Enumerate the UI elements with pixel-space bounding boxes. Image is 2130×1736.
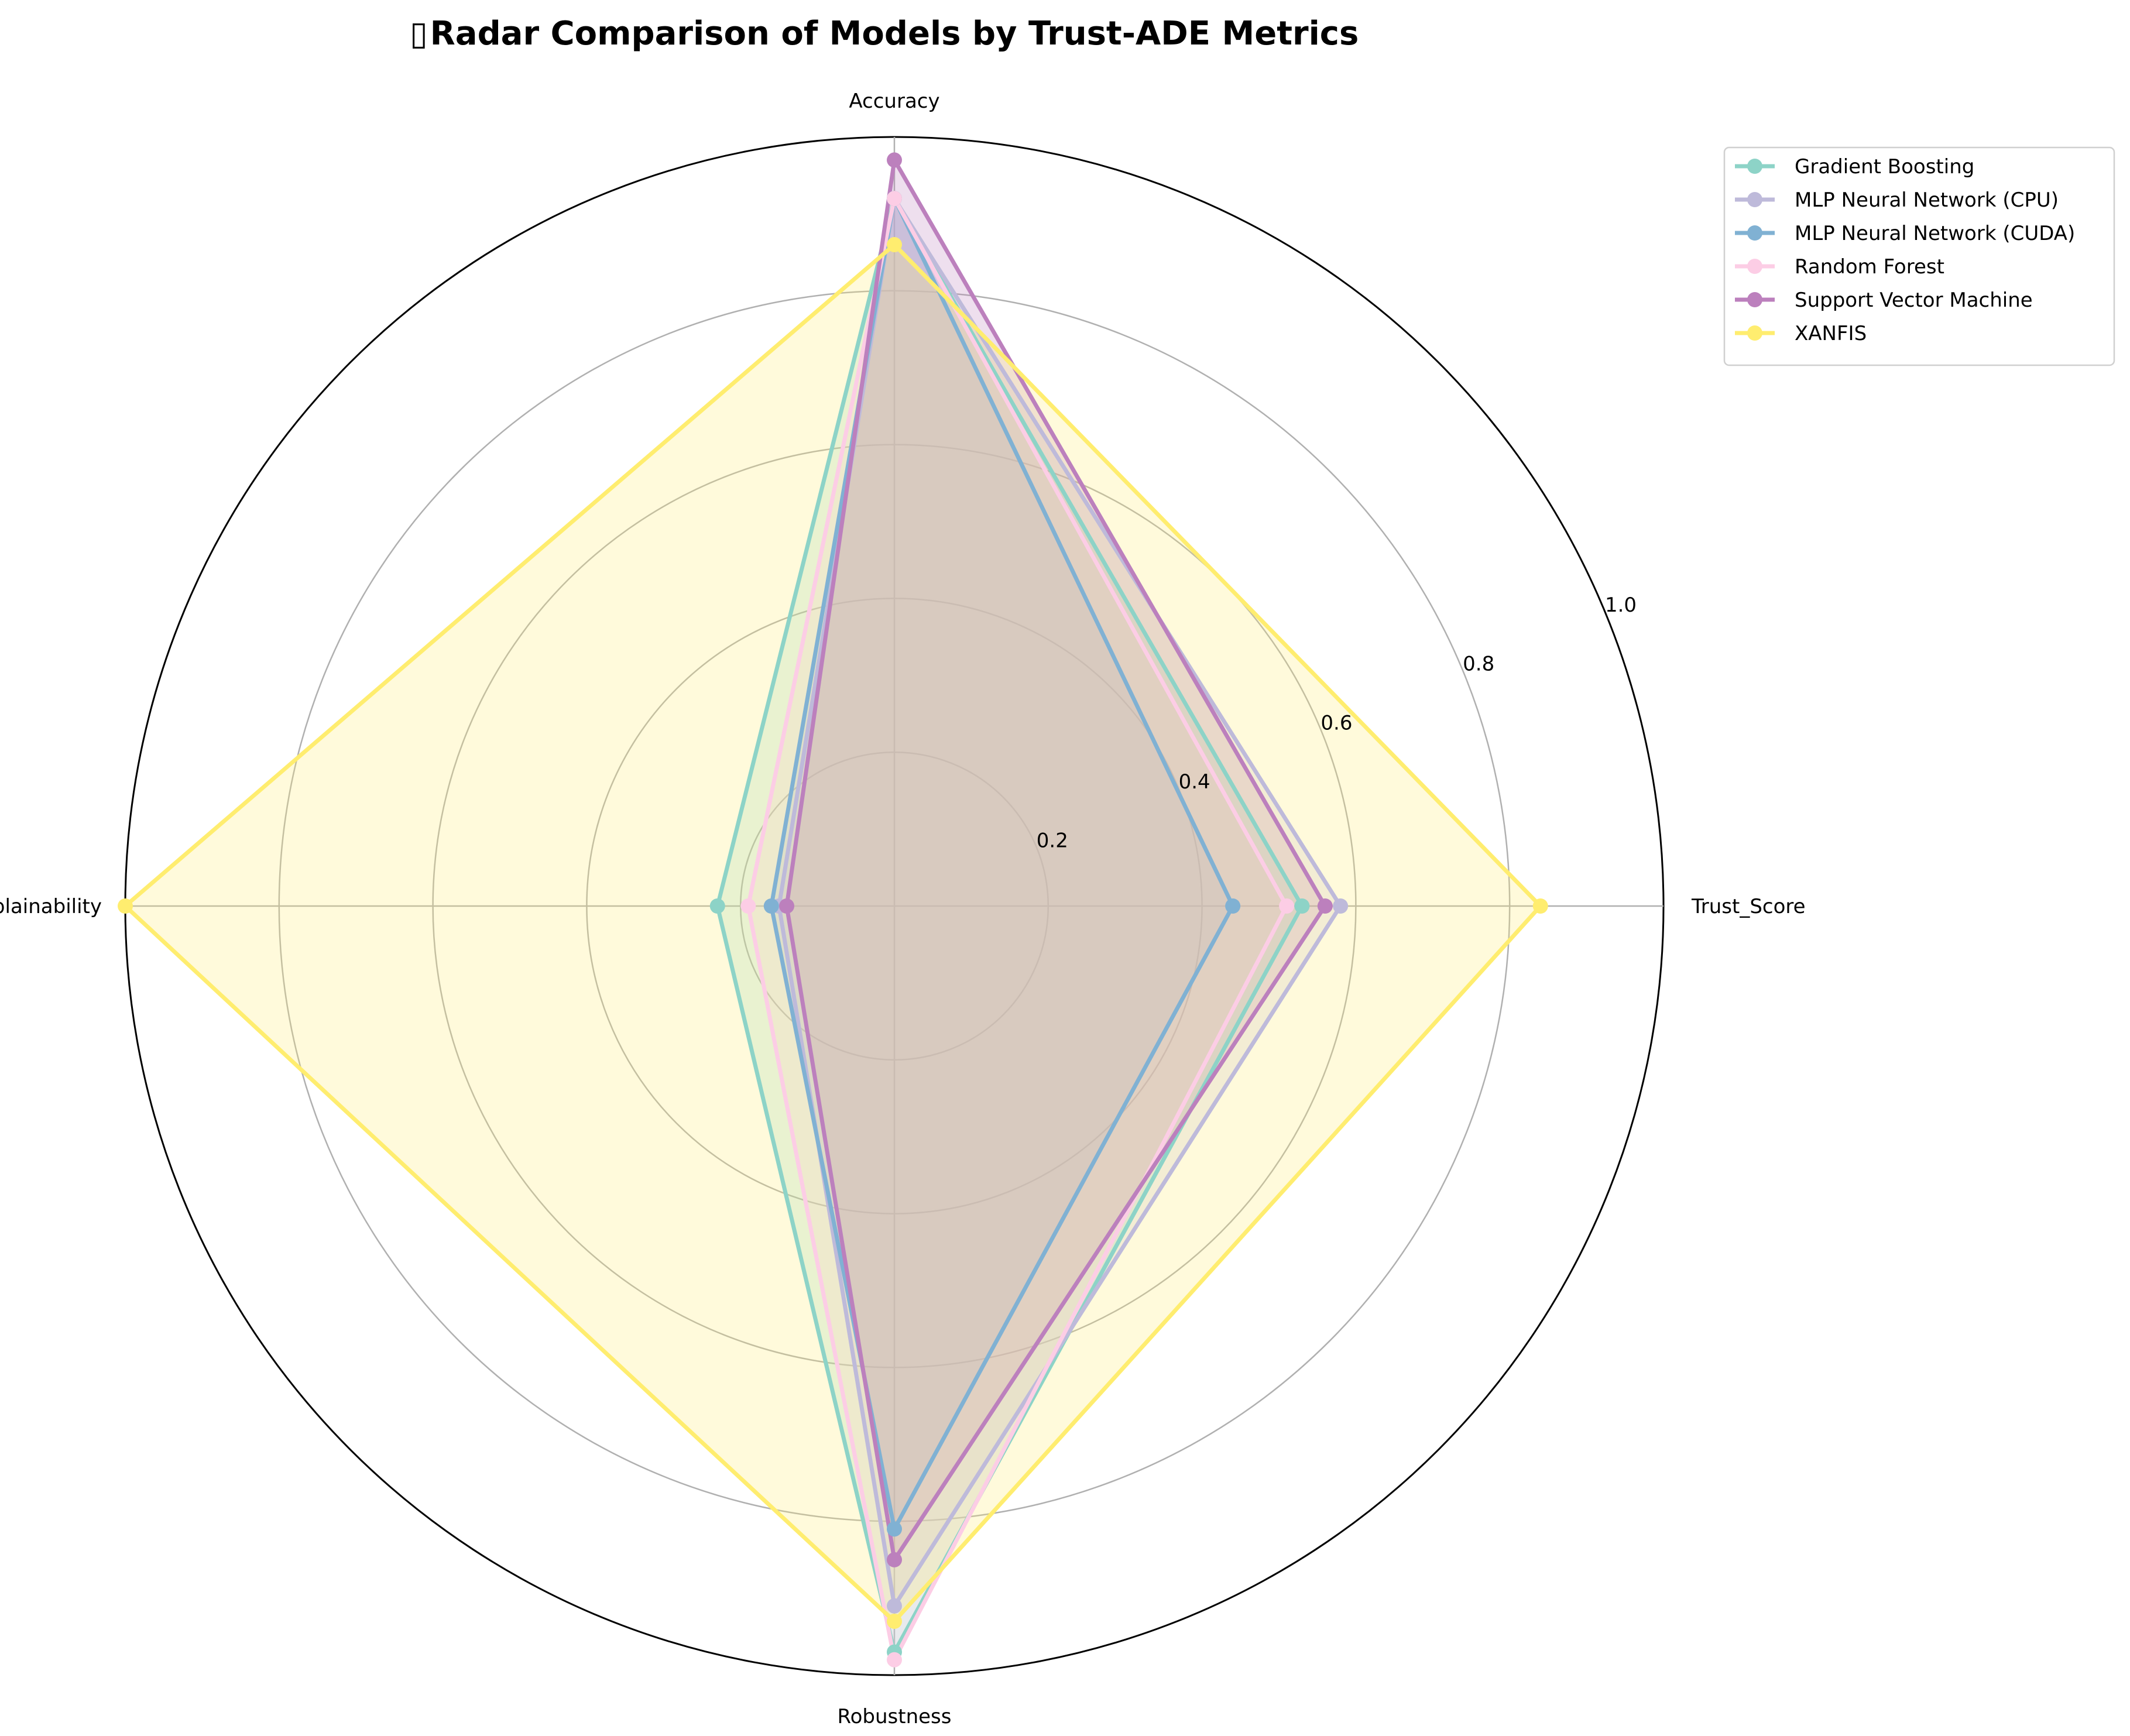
axis-labels: Accuracy Trust_Score Robustness Explainabil… — [0, 90, 1806, 1728]
series-point — [887, 191, 902, 207]
axis-label-trust-score: Trust_Score — [1691, 895, 1806, 918]
series-fill — [771, 198, 1233, 1529]
series-point — [887, 1521, 902, 1537]
legend-marker — [1747, 259, 1762, 274]
series-point — [740, 898, 756, 914]
legend-label: XANFIS — [1795, 322, 1867, 345]
chart-title: Radar Comparison of Models by Trust-ADE … — [430, 15, 1359, 53]
axis-label-accuracy: Accuracy — [849, 90, 939, 113]
series-point — [1279, 898, 1295, 914]
series-point — [887, 1652, 902, 1668]
legend-label: Support Vector Machine — [1795, 289, 2033, 312]
legend-marker — [1747, 325, 1762, 341]
legend-marker — [1747, 292, 1762, 307]
series-fill — [787, 160, 1325, 1560]
series-fill — [125, 245, 1541, 1621]
legend-marker — [1747, 225, 1762, 241]
series-point — [887, 236, 902, 252]
series-point — [887, 1614, 902, 1629]
series-point — [763, 898, 779, 914]
legend-label: MLP Neural Network (CUDA) — [1795, 222, 2075, 245]
series-markers — [118, 152, 1548, 1668]
axis-label-robustness: Robustness — [838, 1705, 952, 1728]
series-point — [1294, 898, 1310, 914]
series-point — [1333, 898, 1349, 914]
legend-label: Gradient Boosting — [1795, 155, 1974, 179]
series-point — [1225, 898, 1241, 914]
series-fill — [717, 198, 1302, 1652]
series-fill — [778, 198, 1341, 1606]
series-point — [887, 1552, 902, 1567]
series-point — [1532, 898, 1548, 914]
radial-tick-label: 0.4 — [1179, 770, 1210, 794]
radial-tick-label: 0.8 — [1463, 653, 1494, 676]
series-point — [887, 152, 902, 168]
radial-tick-labels: 0.2 0.4 0.6 0.8 1.0 — [1037, 593, 1637, 852]
series-point — [709, 898, 725, 914]
legend-label: Random Forest — [1795, 255, 1944, 279]
radial-tick-label: 0.6 — [1320, 711, 1352, 735]
legend: Gradient Boosting MLP Neural Network (CPU… — [1723, 146, 2115, 366]
legend-box — [1723, 146, 2115, 366]
legend-marker — [1747, 192, 1762, 207]
series-point — [1317, 898, 1333, 914]
chart-title-group: ▯ Radar Comparison of Models by Trust-AD… — [410, 15, 1359, 53]
series-point — [887, 1598, 902, 1614]
legend-marker — [1747, 159, 1762, 174]
series-fill — [748, 198, 1287, 1660]
legend-label: MLP Neural Network (CPU) — [1795, 188, 2059, 212]
series-point — [779, 898, 795, 914]
series-point — [118, 898, 133, 914]
series-fills — [125, 160, 1541, 1660]
radial-tick-label: 0.2 — [1037, 829, 1068, 852]
radial-tick-label: 1.0 — [1605, 593, 1637, 617]
chart-title-icon: ▯ — [410, 15, 428, 53]
axis-label-explainability: Explainability — [0, 895, 102, 918]
